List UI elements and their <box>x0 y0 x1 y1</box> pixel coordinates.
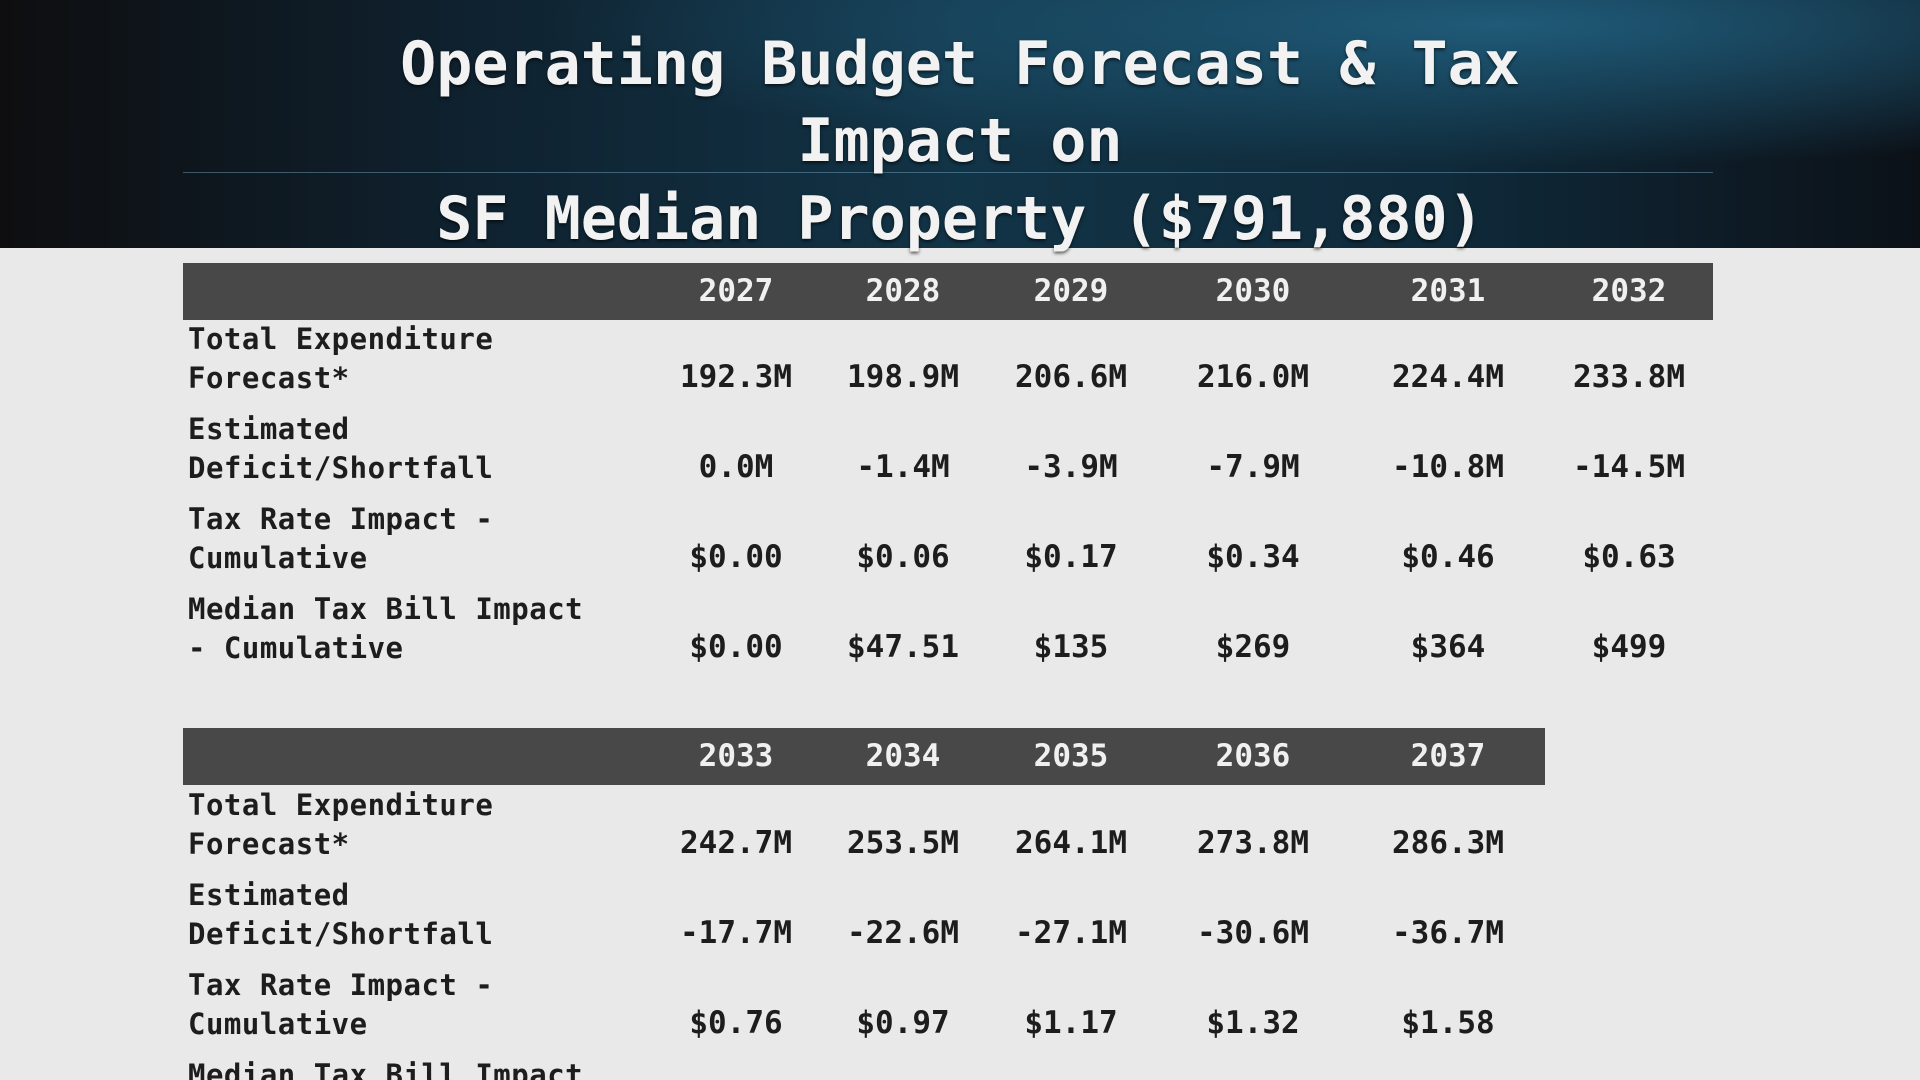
table1-row-label-median-tax-bill: Median Tax Bill Impact - Cumulative <box>188 590 658 668</box>
table2-cell: -22.6M <box>847 915 959 951</box>
row-label-line: Cumulative <box>188 541 368 575</box>
table2-cell: 286.3M <box>1392 825 1504 861</box>
table2-cell: $1.58 <box>1401 1005 1495 1041</box>
table1-cell: $0.63 <box>1582 539 1676 575</box>
table2-cell: $0.76 <box>689 1005 783 1041</box>
row-label-line: Forecast* <box>188 361 350 395</box>
table1-cell: 216.0M <box>1197 359 1309 395</box>
table1-cell: 224.4M <box>1392 359 1504 395</box>
table2-cell: 273.8M <box>1197 825 1309 861</box>
table1-year-2028: 2028 <box>865 273 941 309</box>
table1-cell: $0.17 <box>1024 539 1118 575</box>
row-label-line: - Cumulative <box>188 631 404 665</box>
table2-cell: -30.6M <box>1197 915 1309 951</box>
table1-year-2027: 2027 <box>698 273 774 309</box>
table1-cell: 192.3M <box>680 359 792 395</box>
table1-cell: $364 <box>1410 629 1486 665</box>
table1-row-label-tax-rate: Tax Rate Impact - Cumulative <box>188 500 658 578</box>
table2-row-label-tax-rate: Tax Rate Impact - Cumulative <box>188 966 658 1044</box>
table1-row-label-total-expenditure: Total Expenditure Forecast* <box>188 320 658 398</box>
table1-cell: 198.9M <box>847 359 959 395</box>
table1-year-2030: 2030 <box>1215 273 1291 309</box>
row-label-line: Tax Rate Impact - <box>188 968 494 1002</box>
row-label-line: Total Expenditure <box>188 322 494 356</box>
table1-cell: $0.34 <box>1206 539 1300 575</box>
table1-cell: $269 <box>1215 629 1291 665</box>
table1-header-band: 2027 2028 2029 2030 2031 2032 <box>183 263 1713 320</box>
title-divider <box>183 172 1713 173</box>
table1-cell: -7.9M <box>1206 449 1300 485</box>
table1-cell: -14.5M <box>1573 449 1685 485</box>
slide-title-line-3: SF Median Property ($791,880) <box>436 184 1484 254</box>
table1-cell: $499 <box>1591 629 1667 665</box>
table1-year-2031: 2031 <box>1410 273 1486 309</box>
table1-cell: -3.9M <box>1024 449 1118 485</box>
table1-row-label-deficit: Estimated Deficit/Shortfall <box>188 410 658 488</box>
row-label-line: Cumulative <box>188 1007 368 1041</box>
table2-cell: -36.7M <box>1392 915 1504 951</box>
row-label-line: Forecast* <box>188 827 350 861</box>
row-label-line: Median Tax Bill Impact <box>188 1058 584 1080</box>
row-label-line: Tax Rate Impact - <box>188 502 494 536</box>
slide-title-line-2: Impact on <box>797 106 1123 176</box>
table1-cell: $0.06 <box>856 539 950 575</box>
row-label-line: Median Tax Bill Impact <box>188 592 584 626</box>
table2-cell: $0.97 <box>856 1005 950 1041</box>
row-label-line: Estimated <box>188 878 350 912</box>
table1-cell: 0.0M <box>698 449 774 485</box>
table2-year-2036: 2036 <box>1215 738 1291 774</box>
table1-cell: 206.6M <box>1015 359 1127 395</box>
table1-cell: $0.46 <box>1401 539 1495 575</box>
table2-cell: $1.17 <box>1024 1005 1118 1041</box>
table1-cell: -10.8M <box>1392 449 1504 485</box>
row-label-line: Deficit/Shortfall <box>188 917 494 951</box>
table2-cell: -27.1M <box>1015 915 1127 951</box>
table2-row-label-median-tax-bill: Median Tax Bill Impact <box>188 1056 658 1080</box>
table2-cell: 264.1M <box>1015 825 1127 861</box>
table1-cell: $0.00 <box>689 629 783 665</box>
table2-year-2035: 2035 <box>1033 738 1109 774</box>
table2-cell: $1.32 <box>1206 1005 1300 1041</box>
table2-cell: -17.7M <box>680 915 792 951</box>
title-banner: Operating Budget Forecast & Tax Impact o… <box>0 0 1920 254</box>
table1-cell: 233.8M <box>1573 359 1685 395</box>
table2-year-2037: 2037 <box>1410 738 1486 774</box>
table1-cell: $47.51 <box>847 629 959 665</box>
slide-title-line-1: Operating Budget Forecast & Tax <box>400 29 1520 99</box>
table2-cell: 242.7M <box>680 825 792 861</box>
table1-year-2029: 2029 <box>1033 273 1109 309</box>
table2-year-2033: 2033 <box>698 738 774 774</box>
table1-cell: -1.4M <box>856 449 950 485</box>
table2-header-band: 2033 2034 2035 2036 2037 <box>183 728 1545 785</box>
table1-cell: $0.00 <box>689 539 783 575</box>
table2-year-2034: 2034 <box>865 738 941 774</box>
row-label-line: Total Expenditure <box>188 788 494 822</box>
table1-year-2032: 2032 <box>1591 273 1667 309</box>
table1-cell: $135 <box>1033 629 1109 665</box>
row-label-line: Estimated <box>188 412 350 446</box>
table2-row-label-deficit: Estimated Deficit/Shortfall <box>188 876 658 954</box>
table2-row-label-total-expenditure: Total Expenditure Forecast* <box>188 786 658 864</box>
row-label-line: Deficit/Shortfall <box>188 451 494 485</box>
table2-cell: 253.5M <box>847 825 959 861</box>
